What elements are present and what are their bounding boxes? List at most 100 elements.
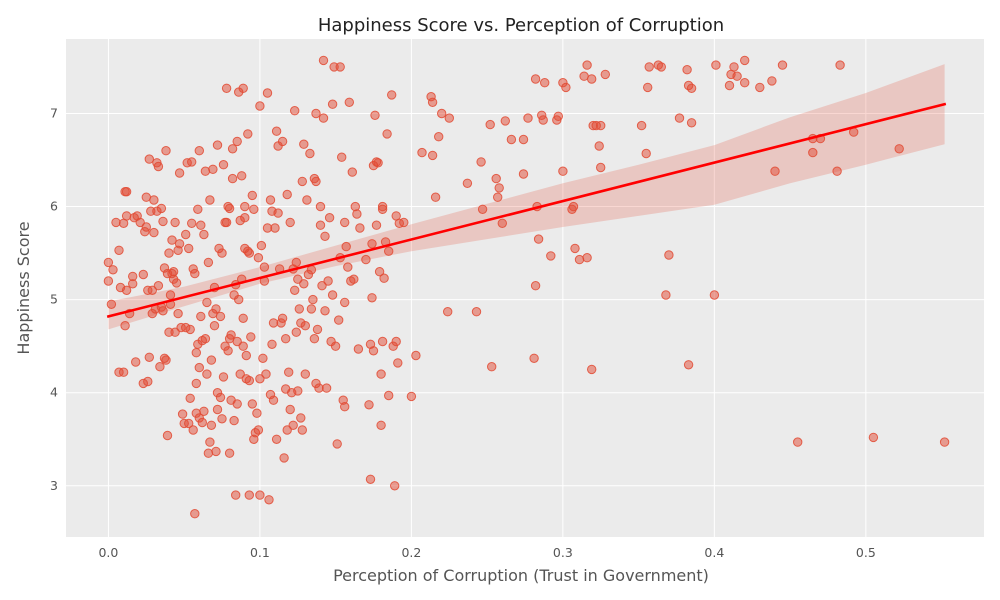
data-point [155, 362, 165, 372]
data-point [546, 251, 556, 261]
data-point [194, 146, 205, 156]
data-point [211, 304, 221, 314]
data-point [241, 350, 252, 361]
data-point [268, 395, 279, 405]
data-point [376, 369, 386, 379]
data-point [808, 147, 818, 158]
data-point [477, 204, 488, 215]
data-point [411, 350, 421, 361]
data-point [529, 353, 539, 363]
data-point [218, 160, 229, 170]
data-point [149, 195, 159, 205]
data-point [277, 136, 288, 147]
data-point [164, 248, 174, 258]
data-point [373, 158, 383, 168]
y-tick-label: 6 [50, 199, 58, 214]
data-point [218, 372, 229, 382]
data-point [318, 55, 329, 66]
data-point [740, 78, 750, 88]
data-point [217, 414, 227, 424]
data-point [238, 83, 248, 94]
data-point [173, 308, 183, 319]
data-point [232, 399, 242, 409]
data-point [770, 166, 780, 176]
data-point [315, 201, 326, 212]
data-point [174, 239, 185, 249]
data-point [227, 173, 238, 184]
data-point [265, 195, 276, 205]
data-point [340, 402, 350, 412]
data-point [141, 222, 152, 232]
data-point [184, 243, 194, 254]
data-point [497, 218, 507, 229]
data-point [226, 330, 236, 340]
data-point [320, 306, 330, 316]
data-point [188, 425, 198, 435]
data-point [379, 273, 389, 283]
data-point [106, 299, 117, 309]
data-point [143, 376, 153, 387]
data-point [149, 227, 159, 238]
data-point [217, 248, 227, 258]
data-point [334, 315, 344, 325]
data-point [184, 418, 194, 429]
data-point [643, 82, 653, 93]
data-point [285, 217, 295, 228]
data-point [437, 108, 447, 119]
data-point [282, 189, 292, 200]
data-point [320, 231, 330, 242]
data-point [277, 313, 288, 323]
data-point [596, 120, 606, 131]
data-point [724, 80, 735, 91]
data-point [587, 74, 597, 84]
data-point [161, 355, 171, 365]
data-point [255, 101, 265, 111]
data-point [300, 369, 310, 379]
x-tick-label: 0.2 [401, 545, 421, 560]
data-point [285, 404, 295, 415]
x-tick-label: 0.1 [250, 545, 270, 560]
data-point [376, 420, 386, 430]
y-tick-label: 3 [50, 478, 58, 493]
data-point [530, 281, 541, 291]
data-point [153, 281, 164, 291]
data-point [111, 217, 121, 228]
data-point [221, 83, 232, 94]
data-point [427, 150, 438, 161]
data-point [170, 217, 180, 228]
data-point [417, 147, 427, 158]
data-point [755, 82, 765, 93]
data-point [318, 113, 329, 123]
data-point [191, 378, 202, 389]
data-point [530, 74, 541, 84]
data-point [190, 509, 200, 519]
data-point [367, 293, 377, 303]
data-point [231, 490, 241, 500]
data-point [777, 60, 788, 70]
data-point [215, 392, 226, 403]
data-point [317, 281, 327, 291]
data-point [476, 157, 486, 167]
data-point [144, 154, 155, 164]
data-point [387, 90, 397, 100]
data-point [193, 204, 203, 215]
data-point [399, 217, 409, 228]
data-point [259, 262, 270, 272]
data-point [200, 334, 211, 344]
data-point [305, 148, 315, 159]
data-point [711, 60, 721, 70]
data-point [244, 375, 255, 386]
data-point [194, 362, 205, 373]
data-point [538, 115, 548, 125]
data-point [291, 257, 301, 268]
data-point [206, 420, 217, 430]
data-point [894, 144, 904, 154]
data-point [153, 161, 164, 172]
data-point [165, 290, 176, 300]
data-point [600, 69, 610, 80]
data-point [297, 176, 307, 187]
data-point [374, 267, 385, 277]
data-point [185, 324, 195, 335]
data-point [291, 327, 301, 337]
data-point [202, 297, 212, 308]
